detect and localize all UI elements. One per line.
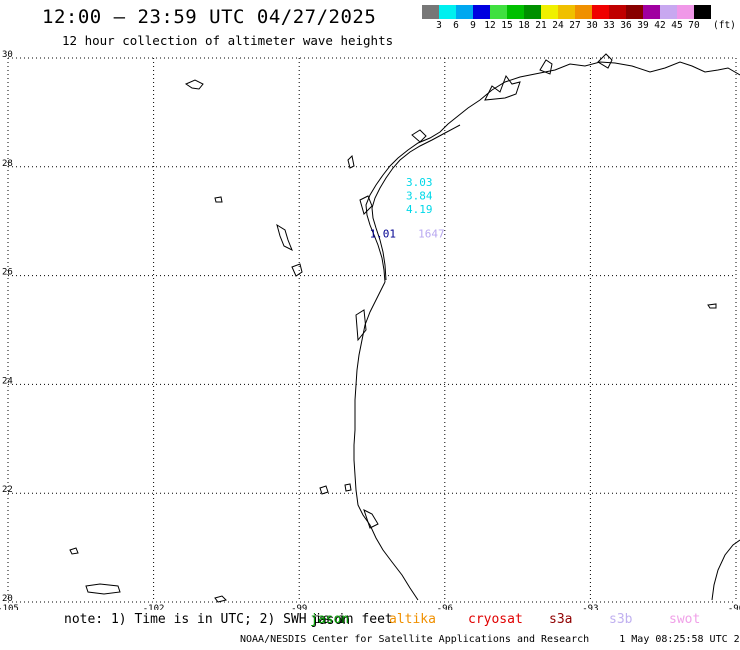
scale-swatch (473, 5, 490, 19)
coastline (69, 53, 740, 603)
lon-tick-label: -105 (0, 604, 19, 610)
lon-tick-label: -93 (582, 604, 598, 610)
footer-credit: NOAA/NESDIS Center for Satellite Applica… (240, 634, 590, 645)
island-3 (69, 547, 79, 555)
coast-marsh-1 (539, 59, 553, 75)
scale-label: 9 (470, 20, 476, 31)
satellite-legend-jason: jason (310, 612, 350, 627)
wave-height-value: 1.01 (370, 228, 397, 241)
scale-label: 36 (620, 20, 632, 31)
coast-marsh-2 (597, 53, 613, 69)
satellite-legend-cryosat: cryosat (468, 612, 523, 627)
lon-tick-label: -102 (143, 604, 165, 610)
scale-label: 3 (436, 20, 442, 31)
scale-label: 15 (501, 20, 513, 31)
scale-swatch (575, 5, 592, 19)
scale-swatch (456, 5, 473, 19)
satellite-legend-s3b: s3b (609, 612, 633, 627)
scale-label: 6 (453, 20, 459, 31)
scale-label: 12 (484, 20, 496, 31)
island-2 (85, 583, 121, 595)
island-7 (707, 303, 717, 309)
scale-label: 27 (569, 20, 581, 31)
color-scale-swatches (422, 5, 711, 19)
footer-note: note: 1) Time is in UTC; 2) SWH is in fe… (64, 612, 393, 627)
scale-swatch (609, 5, 626, 19)
satellite-legend-swot: swot (669, 612, 701, 627)
lat-tick-label: 26 (2, 268, 13, 278)
lat-lon-grid (7, 57, 737, 603)
wave-height-value: 3.84 (406, 189, 433, 202)
map-subtitle: 12 hour collection of altimeter wave hei… (62, 33, 394, 48)
scale-unit: (ft) (713, 20, 736, 31)
scale-swatch (558, 5, 575, 19)
scale-label: 39 (637, 20, 649, 31)
bay-1 (359, 195, 373, 215)
lat-tick-label: 28 (2, 159, 13, 169)
bay-2 (355, 309, 367, 342)
altimeter-observations: 3.033.844.19 1.01 1647 (370, 176, 445, 241)
wave-height-value: 4.19 (406, 203, 433, 216)
lake-2 (291, 263, 303, 277)
scale-swatch (677, 5, 694, 19)
scale-swatch (507, 5, 524, 19)
lat-tick-label: 22 (2, 485, 13, 495)
lat-tick-label: 30 (2, 50, 13, 60)
scale-swatch (541, 5, 558, 19)
scale-label: 70 (688, 20, 700, 31)
island-6 (344, 483, 352, 492)
island-4 (214, 196, 223, 203)
scale-swatch (694, 5, 711, 19)
scale-label: 30 (586, 20, 598, 31)
footer-timestamp: 1 May 08:25:58 UTC 2025 (619, 634, 740, 645)
scale-swatch (490, 5, 507, 19)
wave-height-value: 1647 (418, 228, 445, 241)
lon-tick-label: -90 (728, 604, 740, 610)
bay-3 (363, 509, 379, 529)
island-8 (214, 595, 227, 603)
scale-swatch (439, 5, 456, 19)
scale-label: 42 (654, 20, 666, 31)
scale-label: 18 (518, 20, 530, 31)
river-delta (484, 74, 521, 101)
coast-marsh-4 (347, 154, 355, 169)
scale-swatch (660, 5, 677, 19)
gulf-coast-north (365, 61, 740, 283)
gulf-coast-barrier (371, 124, 461, 281)
map-title: 12:00 – 23:59 UTC 04/27/2025 (42, 6, 377, 28)
footer-credit-row: NOAA/NESDIS Center for Satellite Applica… (240, 634, 740, 645)
scale-label: 33 (603, 20, 615, 31)
lake-1 (276, 223, 293, 252)
scale-label: 45 (671, 20, 683, 31)
scale-swatch (422, 5, 439, 19)
footer-note-row: note: 1) Time is in UTC; 2) SWH is in fe… (64, 612, 700, 627)
lon-tick-label: -96 (437, 604, 453, 610)
scale-label: 24 (552, 20, 564, 31)
wave-height-map: -105 -102 -99 -96 -93 -90 30 28 26 24 22 20 3.033.8… (0, 50, 740, 610)
scale-label: 21 (535, 20, 547, 31)
lat-tick-label: 24 (2, 376, 13, 386)
wave-height-value: 3.03 (406, 176, 433, 189)
satellite-legend-s3a: s3a (549, 612, 573, 627)
scale-swatch (524, 5, 541, 19)
lat-tick-label: 20 (2, 594, 13, 604)
satellite-legend-altika: altika (389, 612, 436, 627)
mexico-coast (353, 281, 419, 601)
island-1 (184, 79, 204, 90)
yucatan-coast (711, 539, 740, 601)
wave-height-color-scale: (ft) 3 6 9 12 15 18 21 24 27 30 33 36 39 42 45 70 (422, 5, 736, 33)
scale-swatch (626, 5, 643, 19)
coast-marsh-3 (411, 129, 427, 143)
color-scale-labels: (ft) 3 6 9 12 15 18 21 24 27 30 33 36 39 42 45 70 (422, 19, 736, 33)
scale-swatch (643, 5, 660, 19)
scale-swatch (592, 5, 609, 19)
axis-tick-labels: -105 -102 -99 -96 -93 -90 30 28 26 24 22 20 (0, 50, 740, 610)
island-5 (319, 485, 329, 495)
lon-tick-label: -99 (291, 604, 307, 610)
